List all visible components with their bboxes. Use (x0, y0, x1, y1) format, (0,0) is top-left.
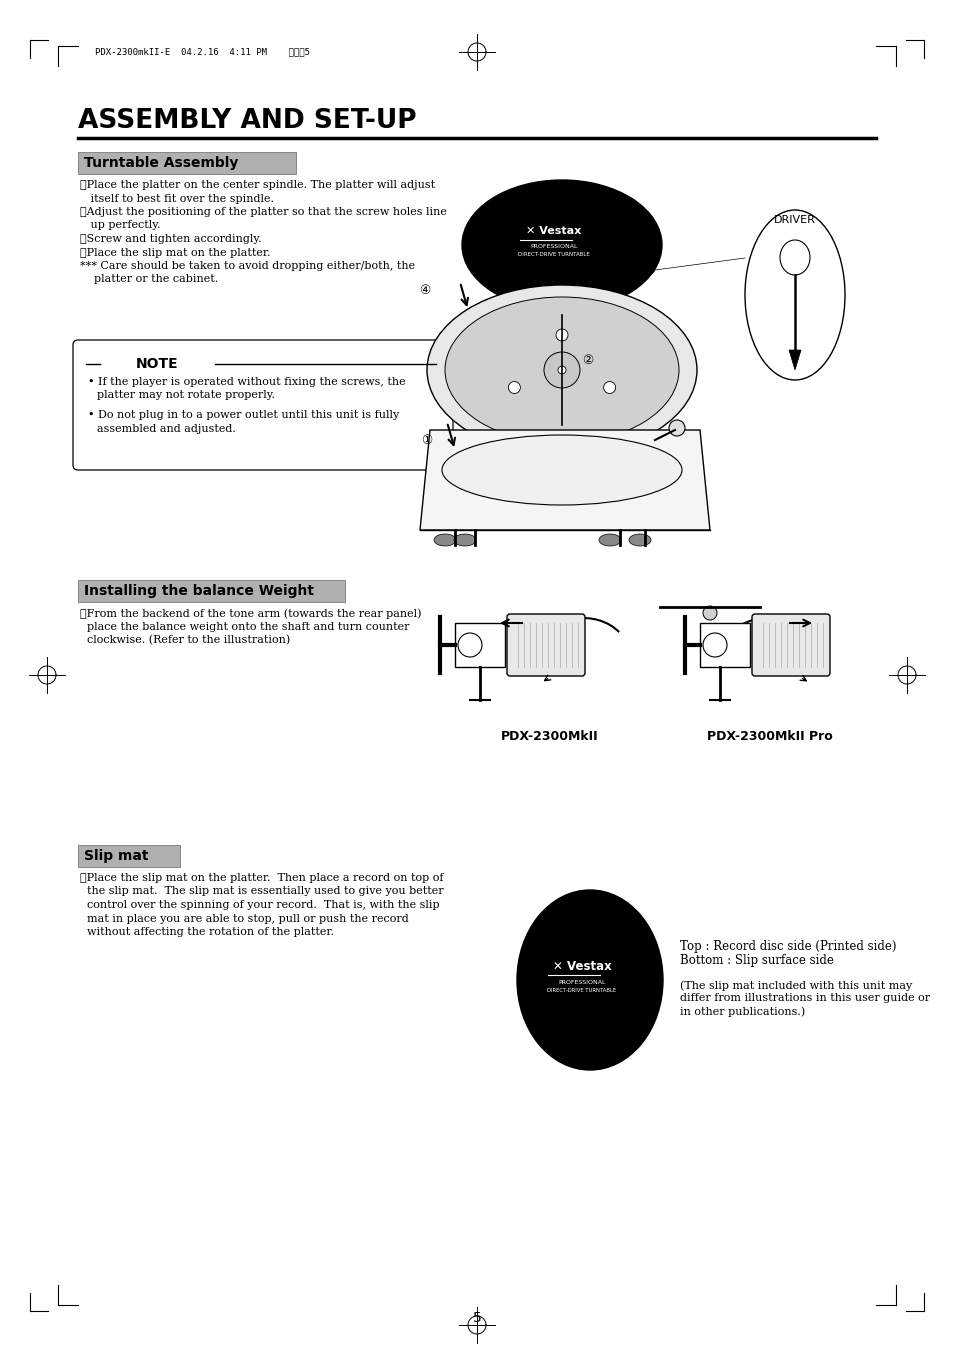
Polygon shape (419, 430, 709, 530)
Text: ①Place the slip mat on the platter.  Then place a record on top of: ①Place the slip mat on the platter. Then… (80, 873, 443, 884)
Text: ①: ① (421, 434, 432, 446)
Ellipse shape (454, 534, 476, 546)
Text: Top : Record disc side (Printed side): Top : Record disc side (Printed side) (679, 940, 896, 952)
Text: mat in place you are able to stop, pull or push the record: mat in place you are able to stop, pull … (80, 913, 408, 924)
Text: DRIVER: DRIVER (773, 215, 815, 226)
Text: ④: ④ (419, 284, 430, 296)
Text: (The slip mat included with this unit may: (The slip mat included with this unit ma… (679, 979, 911, 990)
Ellipse shape (441, 435, 681, 505)
FancyBboxPatch shape (455, 623, 504, 667)
Text: ✕ Vestax: ✕ Vestax (526, 226, 581, 236)
Text: PDX-2300MkII: PDX-2300MkII (500, 730, 598, 743)
FancyBboxPatch shape (506, 613, 584, 676)
Circle shape (556, 330, 567, 340)
FancyBboxPatch shape (78, 153, 295, 174)
Text: platter may not rotate properly.: platter may not rotate properly. (97, 390, 274, 400)
Text: 5: 5 (472, 1310, 481, 1325)
Text: ②Adjust the positioning of the platter so that the screw holes line: ②Adjust the positioning of the platter s… (80, 207, 446, 218)
FancyBboxPatch shape (78, 844, 180, 867)
Text: up perfectly.: up perfectly. (80, 220, 160, 231)
Circle shape (508, 381, 519, 393)
FancyBboxPatch shape (73, 340, 453, 470)
Circle shape (543, 353, 579, 388)
Ellipse shape (517, 890, 662, 1070)
Ellipse shape (434, 534, 456, 546)
Text: ②: ② (581, 354, 593, 366)
Text: PROFESSIONAL: PROFESSIONAL (558, 981, 605, 985)
Text: control over the spinning of your record.  That is, with the slip: control over the spinning of your record… (80, 900, 439, 911)
Text: ✕ Vestax: ✕ Vestax (552, 959, 611, 973)
Text: itself to best fit over the spindle.: itself to best fit over the spindle. (80, 193, 274, 204)
Text: ①From the backend of the tone arm (towards the rear panel): ①From the backend of the tone arm (towar… (80, 608, 421, 619)
Text: Turntable Assembly: Turntable Assembly (84, 155, 238, 170)
Text: • Do not plug in to a power outlet until this unit is fully: • Do not plug in to a power outlet until… (88, 409, 399, 420)
Text: ASSEMBLY AND SET-UP: ASSEMBLY AND SET-UP (78, 108, 416, 134)
Circle shape (558, 366, 565, 374)
Text: PDX-2300MkII Pro: PDX-2300MkII Pro (706, 730, 832, 743)
Text: assembled and adjusted.: assembled and adjusted. (97, 423, 235, 434)
Text: *** Care should be taken to avoid dropping either/both, the: *** Care should be taken to avoid droppi… (80, 261, 415, 272)
Text: Bottom : Slip surface side: Bottom : Slip surface side (679, 954, 833, 967)
Text: ①Place the platter on the center spindle. The platter will adjust: ①Place the platter on the center spindle… (80, 180, 435, 190)
Text: Installing the balance Weight: Installing the balance Weight (84, 584, 314, 598)
Text: differ from illustrations in this user guide or: differ from illustrations in this user g… (679, 993, 929, 1002)
Text: clockwise. (Refer to the illustration): clockwise. (Refer to the illustration) (80, 635, 290, 646)
Text: DIRECT-DRIVE TURNTABLE: DIRECT-DRIVE TURNTABLE (517, 253, 589, 258)
Text: ③Screw and tighten accordingly.: ③Screw and tighten accordingly. (80, 234, 261, 245)
Text: NOTE: NOTE (135, 357, 178, 372)
Text: ③: ③ (643, 263, 655, 277)
Polygon shape (788, 350, 801, 370)
Text: in other publications.): in other publications.) (679, 1006, 804, 1016)
Circle shape (668, 420, 684, 436)
FancyBboxPatch shape (700, 623, 749, 667)
Text: Slip mat: Slip mat (84, 848, 149, 863)
FancyBboxPatch shape (751, 613, 829, 676)
Ellipse shape (427, 285, 697, 455)
Text: platter or the cabinet.: platter or the cabinet. (80, 274, 218, 285)
Text: place the balance weight onto the shaft and turn counter: place the balance weight onto the shaft … (80, 621, 409, 631)
Ellipse shape (598, 534, 620, 546)
Ellipse shape (628, 534, 650, 546)
Text: • If the player is operated without fixing the screws, the: • If the player is operated without fixi… (88, 377, 405, 386)
Text: ④Place the slip mat on the platter.: ④Place the slip mat on the platter. (80, 247, 271, 258)
Text: without affecting the rotation of the platter.: without affecting the rotation of the pl… (80, 927, 334, 938)
Text: the slip mat.  The slip mat is essentially used to give you better: the slip mat. The slip mat is essentiall… (80, 886, 443, 897)
Text: PROFESSIONAL: PROFESSIONAL (530, 245, 578, 250)
Text: DIRECT-DRIVE TURNTABLE: DIRECT-DRIVE TURNTABLE (547, 989, 616, 993)
Circle shape (603, 381, 615, 393)
FancyBboxPatch shape (78, 580, 345, 603)
Ellipse shape (461, 180, 661, 309)
Circle shape (702, 607, 717, 620)
Ellipse shape (444, 297, 679, 443)
Text: PDX-2300mkII-E  04.2.16  4:11 PM    ページ5: PDX-2300mkII-E 04.2.16 4:11 PM ページ5 (95, 47, 310, 57)
